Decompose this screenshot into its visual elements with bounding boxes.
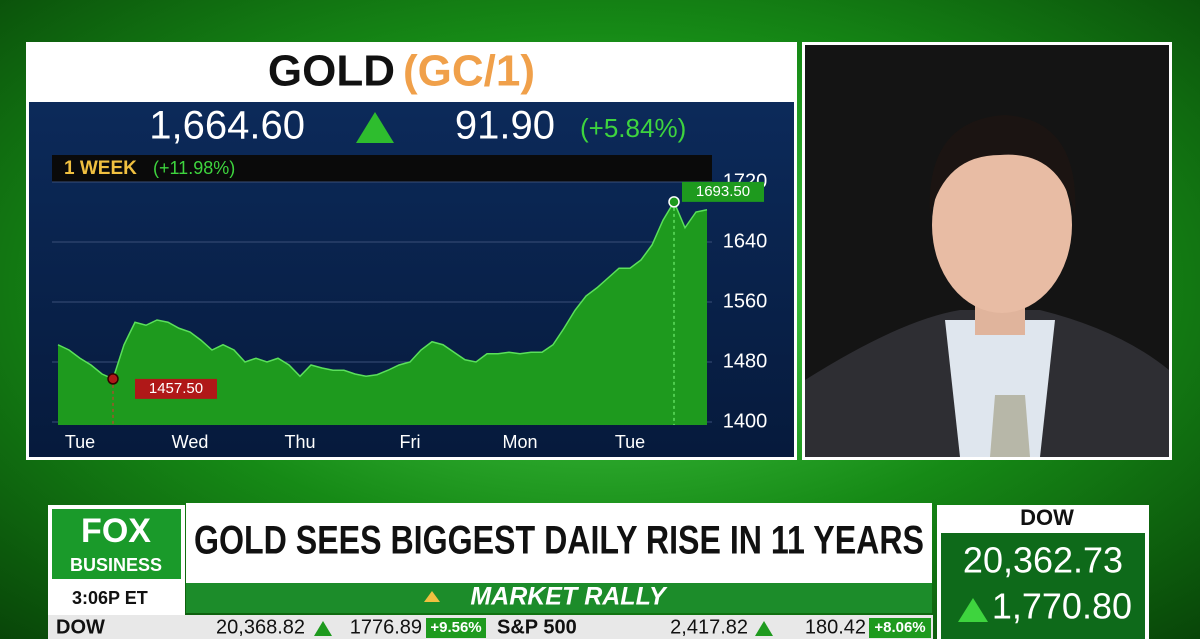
ticker-name: S&P 500 bbox=[497, 616, 577, 638]
ticker: DOW 20,368.82 1776.89 +9.56% S&P 500 2,4… bbox=[56, 616, 931, 638]
x-tick-label: Thu bbox=[284, 432, 315, 452]
ticker-arrow bbox=[755, 621, 773, 636]
index-name: DOW bbox=[1020, 505, 1074, 530]
ticker-pct: +8.06% bbox=[874, 619, 925, 636]
symbol: (GC/1) bbox=[403, 47, 535, 96]
chart-title: GOLD bbox=[268, 47, 395, 96]
ticker-name: DOW bbox=[56, 616, 105, 638]
price: 1,664.60 bbox=[149, 104, 305, 148]
logo-top: FOX bbox=[81, 512, 151, 550]
face bbox=[932, 137, 1072, 313]
ticker-pct-box bbox=[869, 618, 931, 638]
y-tick-label: 1400 bbox=[723, 410, 768, 432]
period: 1 WEEK bbox=[64, 158, 137, 179]
time: 3:06P ET bbox=[72, 588, 148, 608]
ticker-change: 1776.89 bbox=[350, 616, 422, 638]
logo-bottom: BUSINESS bbox=[70, 555, 162, 575]
ticker-bar bbox=[48, 615, 933, 639]
x-tick-label: Fri bbox=[400, 432, 421, 452]
line bbox=[57, 200, 708, 380]
subhead-bar bbox=[186, 583, 932, 613]
ticker-pct-box bbox=[426, 618, 486, 638]
value-label: 1693.50 bbox=[696, 183, 750, 200]
ticker-value: 2,417.82 bbox=[670, 616, 748, 638]
hair bbox=[929, 115, 1076, 215]
logo bbox=[52, 509, 181, 579]
period-bar bbox=[52, 155, 712, 182]
ticker-arrow bbox=[314, 621, 332, 636]
subhead-icon bbox=[424, 591, 440, 602]
index-value: 20,362.73 bbox=[963, 540, 1123, 581]
x-tick-label: Tue bbox=[65, 432, 95, 452]
shirt bbox=[945, 320, 1055, 457]
up-arrow bbox=[356, 112, 394, 143]
headline: GOLD SEES BIGGEST DAILY RISE IN 11 YEARS bbox=[194, 519, 924, 563]
value-label: 1457.50 bbox=[149, 380, 203, 397]
y-tick-label: 1480 bbox=[723, 350, 768, 372]
x-tick-label: Mon bbox=[502, 432, 537, 452]
tie bbox=[990, 395, 1030, 457]
index-change: 1,770.80 bbox=[992, 586, 1132, 627]
value-label-box bbox=[682, 181, 764, 202]
headline-box bbox=[186, 503, 932, 583]
y-tick-label: 1640 bbox=[723, 230, 768, 252]
value-label-box bbox=[135, 378, 217, 399]
index-arrow bbox=[958, 598, 988, 622]
change: 91.90 bbox=[455, 104, 555, 148]
x-tick-label: Wed bbox=[172, 432, 209, 452]
area bbox=[58, 201, 707, 425]
ticker-change: 180.42 bbox=[805, 616, 866, 638]
marker bbox=[107, 373, 119, 385]
x-tick-label: Tue bbox=[615, 432, 645, 452]
period-change: (+11.98%) bbox=[153, 158, 235, 178]
change-pct: (+5.84%) bbox=[580, 113, 686, 143]
subhead: MARKET RALLY bbox=[470, 583, 668, 611]
ticker-pct: +9.56% bbox=[430, 619, 481, 636]
y-tick-label: 1560 bbox=[723, 290, 768, 312]
ticker-value: 20,368.82 bbox=[216, 616, 305, 638]
marker bbox=[668, 196, 680, 208]
